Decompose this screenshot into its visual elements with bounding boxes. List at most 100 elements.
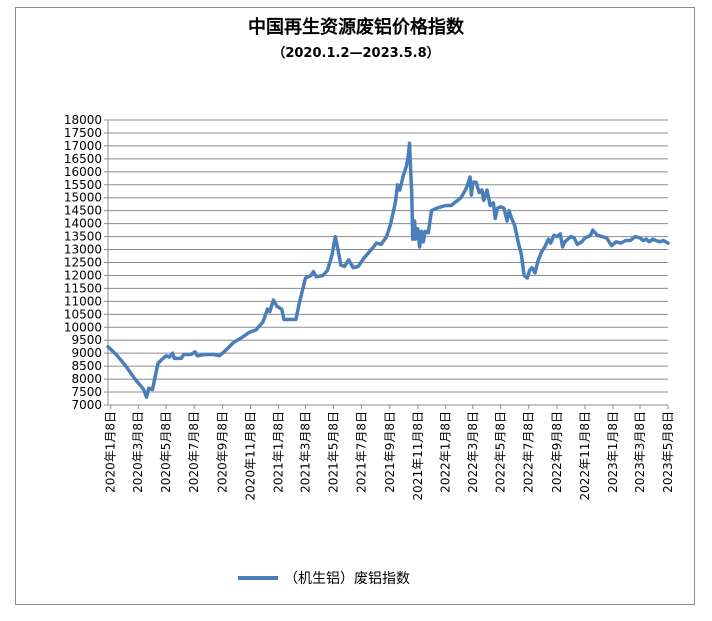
data-point [322,274,324,277]
x-tick-label: 2021年3月8日 [299,411,313,493]
data-point [218,355,221,357]
y-tick-label: 8500 [71,359,102,373]
data-point [645,238,648,240]
data-point [411,238,414,240]
data-point [380,243,382,246]
y-tick-label: 12000 [64,268,102,282]
data-point [503,207,505,209]
data-point [340,264,342,266]
data-point [506,220,508,222]
data-point [615,241,617,243]
data-point [248,331,250,334]
x-axis: 2020年1月8日 2020年3月8日 2020年5月8日 2020年7月8日 2020… [104,404,675,500]
y-tick-label: 13000 [64,243,102,257]
data-point [283,318,285,321]
y-tick-label: 17500 [64,126,102,140]
data-point [531,266,533,269]
data-point [592,229,594,231]
data-point [667,242,669,244]
data-point [420,230,423,233]
y-tick-label: 9000 [71,346,102,360]
data-point [475,181,477,183]
data-point [295,318,297,321]
data-point [310,274,312,277]
data-point [559,233,562,235]
data-point [232,342,234,344]
data-point [556,235,558,238]
data-point [357,265,360,268]
data-point [213,353,215,356]
data-point [573,237,575,239]
data-point [165,355,167,357]
data-point [266,308,269,310]
data-point [171,352,174,355]
chart-title: 中国再生资源废铝价格指数 [248,16,465,38]
data-point [337,248,339,251]
data-point [659,241,661,243]
data-point [173,357,176,360]
data-point [142,388,145,391]
data-point [334,235,337,238]
data-point [312,270,315,273]
data-point [478,191,481,194]
y-tick-label: 14500 [64,204,102,218]
data-point [648,241,650,243]
data-point [315,276,318,278]
data-point [301,290,304,292]
data-point [466,184,469,186]
data-point [107,345,109,348]
data-point [639,237,641,239]
x-tick-label: 2021年5月8日 [326,411,340,493]
x-tick-label: 2020年11月8日 [244,411,258,500]
data-point [409,165,412,168]
data-point [470,194,473,196]
y-tick-label: 15000 [64,191,102,205]
data-point [168,356,171,358]
data-point [576,243,579,246]
data-point [255,329,257,331]
x-tick-label: 2022年1月8日 [439,411,453,493]
data-point [610,244,613,247]
data-point [543,246,546,248]
data-point [417,228,419,230]
data-point [499,206,502,208]
data-point [605,237,608,239]
y-tick-label: 13500 [64,230,102,244]
data-point [326,269,329,272]
legend-label: （机生铝）废铝指数 [284,571,410,587]
data-point [363,256,366,259]
y-tick-label: 12500 [64,256,102,270]
data-point [347,259,350,261]
data-point [298,303,300,305]
data-point [262,321,264,323]
y-tick-label: 7000 [71,398,102,412]
data-point [411,194,413,196]
data-point [570,235,572,238]
y-tick-label: 17000 [64,139,102,153]
data-point [526,277,529,279]
data-point [182,353,185,356]
data-point [620,242,622,244]
data-point [460,196,462,199]
data-point [596,234,599,237]
data-point [517,241,519,243]
data-point [389,222,392,225]
data-point [154,375,156,378]
data-point [134,378,136,380]
data-point [444,204,447,207]
data-point [472,181,474,183]
x-tick-label: 2022年9月8日 [550,411,564,493]
data-point [304,277,307,279]
data-point [540,251,543,253]
data-point [469,176,471,178]
x-tick-label: 2020年1月8日 [104,411,118,493]
data-point [564,241,566,243]
data-point [450,204,453,207]
x-tick-label: 2020年5月8日 [159,411,173,493]
data-point [414,238,417,240]
data-point [662,239,665,242]
data-point [629,239,632,242]
x-tick-label: 2022年5月8日 [494,411,508,493]
data-point [408,142,411,145]
data-point [489,204,492,207]
